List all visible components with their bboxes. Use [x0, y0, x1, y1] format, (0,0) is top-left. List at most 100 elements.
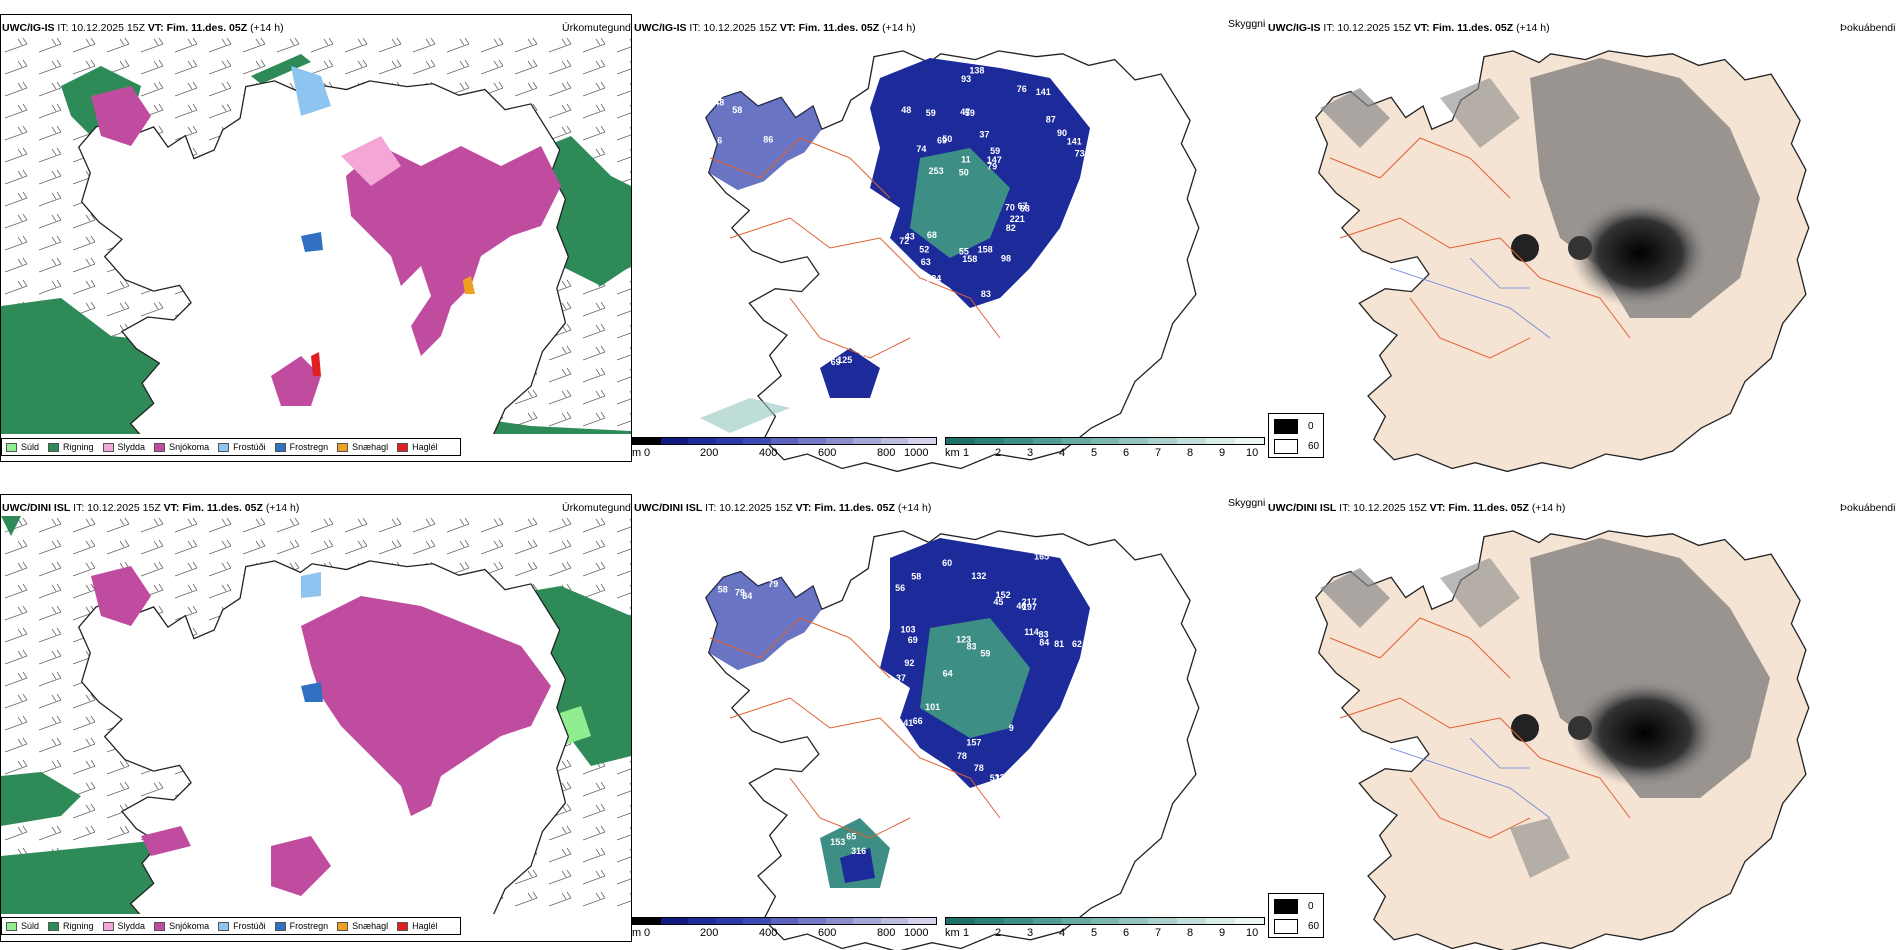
height-tick: 400 [759, 927, 778, 939]
swatch [397, 921, 409, 931]
visibility-tick: 3 [1027, 447, 1034, 459]
height-colorbar-row2: m 0 200 400 600 800 1000 [632, 917, 937, 941]
cloud-base-number: 141 [1041, 739, 1056, 749]
visibility-tick: 7 [1155, 927, 1162, 939]
cloud-base-number: 52 [919, 245, 929, 255]
cloud-base-number: 83 [1039, 629, 1049, 639]
cloud-base-number: 47 [960, 107, 970, 117]
colorbar-segment [1090, 438, 1120, 444]
visibility-tick: 4 [1059, 927, 1066, 939]
cloud-base-number: 152 [996, 590, 1011, 600]
colorbar-segment [908, 438, 937, 444]
visibility-tick: 5 [1091, 927, 1098, 939]
fog-legend-item-0: 0 [1269, 416, 1323, 436]
cloud-map-row1: 8648675809647374350466359596848937370905… [700, 50, 1200, 473]
cloud-base-number: 46 [891, 267, 901, 277]
model-name: UWC/IG-IS [2, 22, 55, 34]
cloud-base-number: 50 [959, 168, 969, 178]
legend-item-snow: Snjókoma [154, 921, 209, 931]
cloud-base-number: 197 [1022, 602, 1037, 612]
visibility-unit: km [945, 447, 960, 459]
cloud-base-number: 86 [763, 134, 773, 144]
cloud-base-number: 58 [732, 105, 742, 115]
precip-header-row2: UWC/DINI ISL IT: 10.12.2025 15Z VT: Fim.… [2, 502, 299, 514]
lead-time: (+14 h) [265, 502, 300, 514]
height-tick: 200 [700, 927, 719, 939]
colorbar-segment [1032, 918, 1062, 924]
cloud-base-number: 83 [967, 641, 977, 651]
cloud-base-number: 221 [1010, 214, 1025, 224]
colorbar-segment [1148, 918, 1178, 924]
legend-item-rain: Rigning [48, 442, 94, 452]
valid-time-value: Fim. 11.des. 05Z [798, 22, 880, 34]
lead-time: (+14 h) [250, 22, 284, 34]
height-unit: m [632, 927, 642, 939]
cloud-base-number: 64 [943, 669, 953, 679]
valid-time-value: Fim. 11.des. 05Z [814, 502, 895, 514]
cloud-base-number: 45 [993, 597, 1003, 607]
colorbar-segment [1206, 438, 1236, 444]
cloud-base-number: 67 [764, 80, 774, 90]
cloud-base-number: 84 [1039, 638, 1049, 648]
height-bar [632, 437, 937, 445]
visibility-colorbar-row1: km 1 2 3 4 5 6 7 8 9 10 [945, 437, 1265, 461]
cloud-base-number: 94 [888, 713, 898, 723]
cloud-base-number: 123 [956, 634, 971, 644]
colorbar-segment [715, 438, 744, 444]
colorbar-segment [715, 918, 744, 924]
cloud-base-number: 6 [717, 136, 722, 146]
visibility-tick: 8 [1187, 927, 1194, 939]
visibility-unit: km [945, 927, 960, 939]
colorbar-segment [908, 918, 937, 924]
precip-panel-frame-row1 [0, 14, 632, 462]
cloud-base-number: 114 [1024, 627, 1039, 637]
swatch [102, 442, 114, 452]
fog-header-row2: UWC/DINI ISL IT: 10.12.2025 15Z VT: Fim.… [1268, 502, 1565, 514]
visibility-tick: 6 [1123, 447, 1130, 459]
visibility-tick: 6 [1123, 927, 1130, 939]
lead-time: (+14 h) [897, 502, 932, 514]
height-colorbar-row1: m 0 200 400 600 800 1000 [632, 437, 937, 461]
legend-item-drizzle: Súld [6, 442, 39, 452]
cloud-base-number: 09 [747, 86, 757, 96]
legend-item-rain: Rigning [48, 921, 94, 931]
cloud-base-number: 58 [908, 292, 918, 302]
cloud-label-row1: Skyggni [1228, 18, 1266, 30]
cloud-header-row2: UWC/DINI ISL IT: 10.12.2025 15Z VT: Fim.… [634, 502, 931, 514]
cloud-base-number: 89 [945, 774, 955, 784]
cloud-base-number: 57 [902, 762, 912, 772]
cloud-base-number: 92 [904, 658, 914, 668]
swatch [48, 442, 60, 452]
visibility-tick: 1 [963, 927, 970, 939]
colorbar-segment [743, 438, 771, 444]
cloud-base-number: 48 [901, 105, 911, 115]
precip-type-label-row1: Úrkomutegund [562, 22, 631, 34]
cloud-base-number: 12 [995, 772, 1005, 782]
colorbar-segment [660, 918, 689, 924]
colorbar-segment [1032, 438, 1062, 444]
cloud-base-number: 59 [980, 649, 990, 659]
visibility-area-row2 [920, 618, 1030, 738]
colorbar-segment [825, 918, 854, 924]
cloud-base-number: 217 [1022, 597, 1037, 607]
lead-time: (+14 h) [882, 22, 916, 34]
legend-item-drizzle: Súld [6, 921, 39, 931]
colorbar-segment [1235, 918, 1264, 924]
cloud-base-number: 101 [925, 702, 940, 712]
lead-time: (+14 h) [1516, 22, 1550, 34]
colorbar-segment [1003, 438, 1033, 444]
valid-time-value: Fim. 11.des. 05Z [166, 22, 248, 34]
cloud-base-number: 69 [831, 357, 841, 367]
valid-time-value: Fim. 11.des. 05Z [182, 502, 263, 514]
cloud-base-number: 48 [714, 98, 724, 108]
cloud-label-row2: Skyggni [1228, 497, 1266, 509]
precip-map-row1 [1, 36, 631, 434]
init-time: IT: 10.12.2025 15Z [73, 502, 161, 514]
colorbar-segment [946, 438, 975, 444]
cloud-base-number: 80 [1052, 251, 1062, 261]
cloud-base-number: 147 [987, 155, 1002, 165]
cloud-base-number: 56 [895, 583, 905, 593]
cloud-base-number: 87 [1046, 114, 1056, 124]
cloud-base-number: 60 [942, 558, 952, 568]
